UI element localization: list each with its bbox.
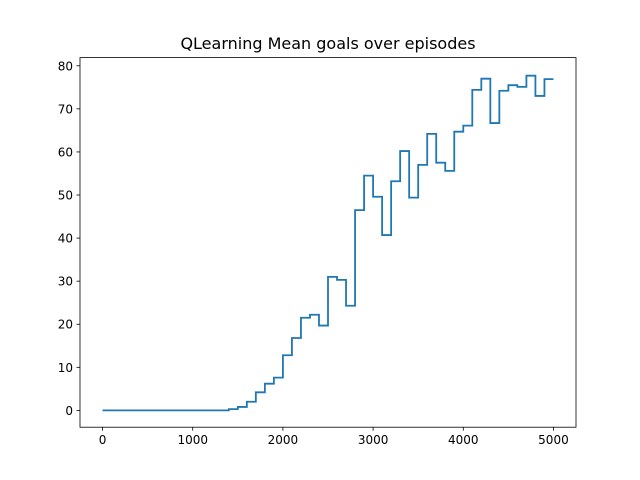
y-tick-label: 10	[58, 361, 73, 375]
x-tick-label: 3000	[358, 433, 389, 447]
y-tick-label: 30	[58, 275, 73, 289]
chart-title: QLearning Mean goals over episodes	[180, 34, 475, 53]
y-tick-label: 70	[58, 102, 73, 116]
x-tick-label: 1000	[177, 433, 208, 447]
y-axis: 0 10 20 30 40 50 60 70 80	[58, 59, 80, 418]
y-tick-label: 50	[58, 189, 73, 203]
x-tick-label: 2000	[268, 433, 299, 447]
x-tick-label: 5000	[538, 433, 569, 447]
x-axis: 0 1000 2000 3000 4000 5000	[99, 427, 569, 447]
y-tick-label: 40	[58, 232, 73, 246]
axes-frame	[79, 57, 577, 428]
y-tick-label: 60	[58, 145, 73, 159]
x-tick-label: 4000	[448, 433, 479, 447]
series-line-0	[102, 74, 554, 412]
y-tick-label: 20	[58, 318, 73, 332]
y-tick-label: 80	[58, 59, 73, 73]
x-tick-label: 0	[99, 433, 107, 447]
plot-area	[102, 74, 554, 412]
y-tick-label: 0	[65, 404, 73, 418]
